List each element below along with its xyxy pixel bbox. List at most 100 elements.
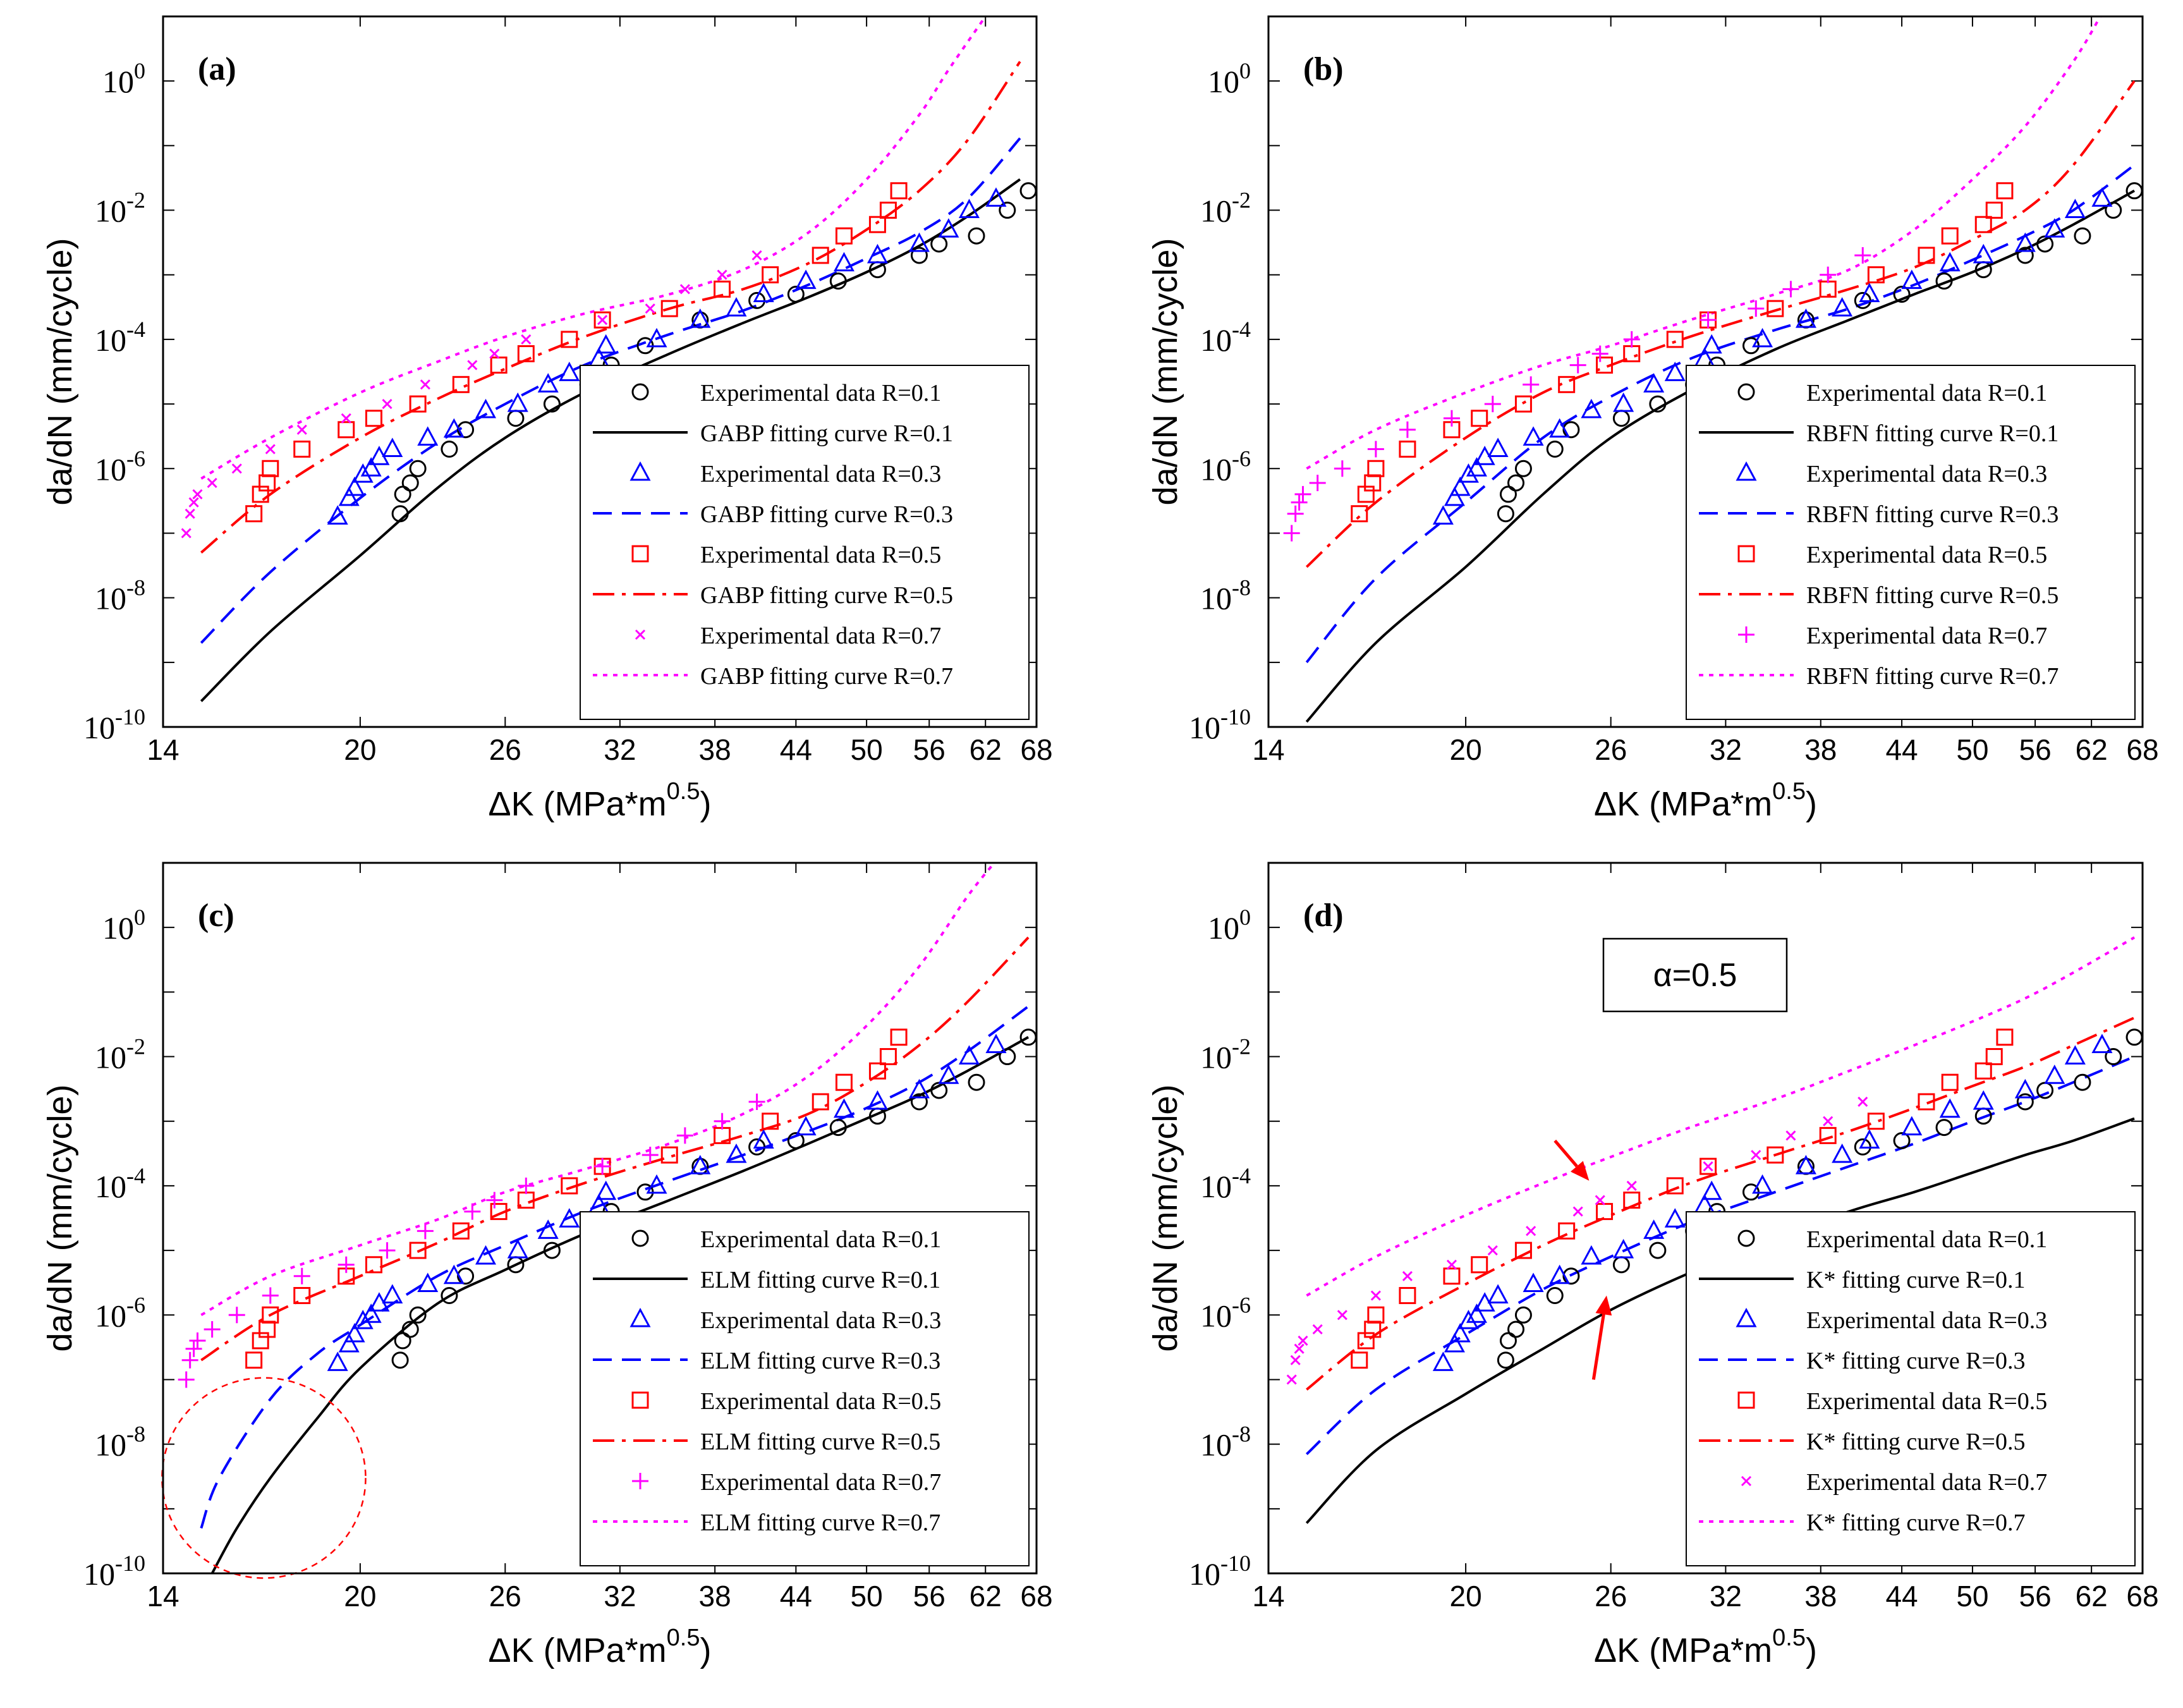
data-point-R03 bbox=[1795, 308, 1816, 328]
x-tick-label: 38 bbox=[699, 1580, 731, 1613]
data-point-R07 bbox=[1858, 1096, 1868, 1107]
legend-entry: Experimental data R=0.7 bbox=[1806, 1469, 2047, 1496]
x-tick-label: 44 bbox=[1885, 1580, 1918, 1613]
data-point-R01 bbox=[2125, 1028, 2143, 1046]
data-point-R03 bbox=[2014, 232, 2036, 252]
x-tick-label: 44 bbox=[780, 733, 812, 766]
data-point-R01 bbox=[1612, 410, 1630, 427]
data-point-R01 bbox=[1562, 1267, 1580, 1285]
data-point-R01 bbox=[2074, 1073, 2091, 1091]
y-tick-label: 10-4 bbox=[1200, 317, 1251, 358]
legend-entry: ELM fitting curve R=0.5 bbox=[700, 1429, 940, 1455]
data-point-R01 bbox=[2016, 247, 2034, 264]
data-point-R03 bbox=[344, 1322, 365, 1343]
legend-marker-R01 bbox=[631, 1229, 649, 1247]
data-point-R03 bbox=[1444, 1333, 1465, 1353]
x-tick-label: 50 bbox=[1956, 733, 1988, 766]
legend-entry: GABP fitting curve R=0.3 bbox=[700, 501, 953, 528]
y-tick-label: 10-6 bbox=[95, 446, 145, 487]
y-tick-label: 10-8 bbox=[1200, 1422, 1251, 1463]
legend-entry: Experimental data R=0.5 bbox=[1806, 1388, 2047, 1415]
data-point-R03 bbox=[417, 1272, 439, 1293]
data-point-R07 bbox=[714, 1113, 731, 1130]
data-point-R03 bbox=[2014, 1078, 2036, 1099]
data-point-R03 bbox=[1752, 327, 1773, 348]
markers bbox=[178, 1028, 1037, 1388]
data-point-R03 bbox=[1752, 1174, 1773, 1194]
data-point-R03 bbox=[753, 1129, 774, 1149]
legend-entry: ELM fitting curve R=0.1 bbox=[700, 1267, 940, 1293]
data-point-R07 bbox=[1595, 1195, 1605, 1205]
legend-marker-R03 bbox=[1736, 461, 1757, 481]
data-point-R05 bbox=[1367, 1306, 1385, 1324]
y-tick-label: 10-4 bbox=[95, 1163, 145, 1204]
data-point-R05 bbox=[1367, 460, 1385, 477]
data-point-R07 bbox=[1370, 1290, 1381, 1301]
data-point-R03 bbox=[360, 457, 382, 477]
data-point-R01 bbox=[394, 485, 411, 503]
data-point-R03 bbox=[2091, 187, 2113, 207]
y-tick-label: 10-10 bbox=[1189, 704, 1251, 745]
data-point-R01 bbox=[1499, 1332, 1517, 1350]
data-point-R05 bbox=[1974, 1062, 1992, 1080]
legend-marker-R05 bbox=[631, 545, 649, 563]
x-tick-label: 68 bbox=[1020, 733, 1052, 766]
data-point-R05 bbox=[1996, 1028, 2014, 1046]
data-point-R05 bbox=[762, 266, 779, 284]
data-point-R01 bbox=[441, 1287, 458, 1305]
data-point-R03 bbox=[1973, 243, 1994, 264]
data-point-R03 bbox=[1832, 1143, 1853, 1163]
legend-entry: RBFN fitting curve R=0.1 bbox=[1806, 420, 2058, 447]
data-point-R07 bbox=[642, 1147, 659, 1164]
x-tick-label: 38 bbox=[1804, 1580, 1837, 1613]
y-tick-label: 100 bbox=[102, 905, 145, 946]
data-point-R01 bbox=[1893, 1132, 1911, 1149]
panel-4: 14 20 26 32 38 44 50 56 62 68 10-10 10-8 10-6 10-4 10-… bbox=[1146, 862, 2159, 1669]
data-point-R03 bbox=[1795, 1154, 1816, 1174]
highlight-circle bbox=[161, 1377, 367, 1579]
data-point-R03 bbox=[646, 1174, 667, 1194]
data-point-R03 bbox=[1901, 1116, 1923, 1136]
data-point-R03 bbox=[1664, 1208, 1686, 1228]
data-point-R03 bbox=[1432, 1351, 1454, 1371]
data-point-R07 bbox=[265, 444, 276, 454]
x-tick-label: 14 bbox=[147, 733, 179, 766]
data-point-R05 bbox=[1700, 1157, 1717, 1175]
fit-curve-R05 bbox=[1306, 80, 2136, 568]
data-point-R03 bbox=[443, 1264, 465, 1284]
data-point-R07 bbox=[207, 477, 217, 489]
legend-entry: Experimental data R=0.7 bbox=[700, 623, 941, 649]
x-tick-label: 56 bbox=[2019, 1580, 2052, 1613]
data-point-R05 bbox=[835, 1073, 853, 1091]
data-point-R05 bbox=[1443, 1267, 1461, 1285]
data-point-R07 bbox=[717, 269, 727, 280]
data-point-R01 bbox=[787, 1132, 805, 1149]
y-tick-label: 100 bbox=[1208, 905, 1251, 946]
legend-entry: ELM fitting curve R=0.3 bbox=[700, 1348, 940, 1374]
data-point-R05 bbox=[1666, 1177, 1684, 1195]
data-point-R07 bbox=[1782, 281, 1799, 298]
x-tick-label: 26 bbox=[1595, 1580, 1627, 1613]
legend-entry: Experimental data R=0.1 bbox=[1806, 380, 2047, 406]
data-point-R05 bbox=[262, 1306, 279, 1324]
data-point-R07 bbox=[1854, 247, 1871, 264]
y-tick-label: 10-6 bbox=[1200, 1292, 1251, 1333]
data-point-R03 bbox=[1466, 1303, 1487, 1323]
data-point-R07 bbox=[1367, 441, 1384, 458]
x-tick-label: 14 bbox=[147, 1580, 179, 1613]
data-point-R07 bbox=[1700, 312, 1717, 329]
data-point-R03 bbox=[2044, 218, 2065, 238]
data-point-R07 bbox=[420, 379, 430, 390]
y-tick-label: 10-4 bbox=[95, 317, 145, 358]
x-tick-label: 20 bbox=[344, 1580, 376, 1613]
x-tick-label: 26 bbox=[489, 733, 521, 766]
data-point-R03 bbox=[1859, 283, 1880, 302]
legend-marker-R07 bbox=[1738, 626, 1754, 643]
data-point-R03 bbox=[382, 1284, 403, 1304]
data-point-R05 bbox=[258, 474, 276, 492]
x-tick-label: 44 bbox=[780, 1580, 812, 1613]
data-point-R03 bbox=[475, 1245, 497, 1265]
fit-curve-R07 bbox=[1306, 16, 2101, 470]
data-point-R05 bbox=[868, 216, 886, 233]
data-point-R01 bbox=[401, 474, 419, 492]
